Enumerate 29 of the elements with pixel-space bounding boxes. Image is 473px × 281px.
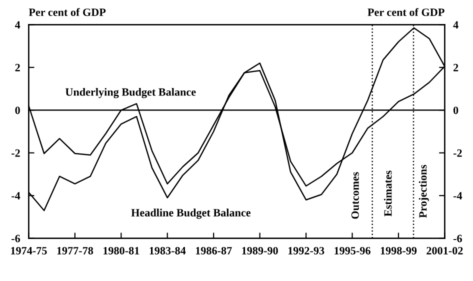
x-tick-label: 1980-81	[104, 246, 140, 254]
series-label: Underlying Budget Balance	[65, 88, 196, 98]
x-tick-label: 1989-90	[242, 246, 278, 254]
annotation: Projections	[418, 164, 429, 218]
x-tick-label: 2001-02	[426, 246, 463, 254]
y2-axis-title: Per cent of GDP	[368, 8, 444, 16]
y-tick-label: 0	[15, 106, 20, 114]
x-tick-label: 1998-99	[380, 246, 417, 254]
y2-tick-label: -4	[453, 192, 462, 200]
y-tick-label: 4	[14, 21, 20, 29]
x-tick-label: 1983-84	[150, 246, 186, 254]
y2-tick-label: 0	[453, 106, 458, 114]
y-tick-label: -6	[12, 234, 20, 242]
annotation: Estimates	[384, 170, 392, 216]
y2-tick-label: -2	[453, 149, 462, 157]
text: Headline Budget Balance	[131, 208, 251, 219]
x-tick-label: 1986-87	[196, 246, 232, 254]
x-tick-label: 1992-93	[288, 246, 324, 254]
annotation: Outcomes	[351, 172, 359, 219]
x-tick-label: 1974-75	[11, 246, 47, 254]
y2-tick-label: -6	[453, 234, 462, 242]
x-tick-label: 1977-78	[57, 246, 94, 254]
y-tick-label: -4	[12, 192, 20, 200]
y2-tick-label: 2	[454, 64, 458, 72]
y-tick-label: -2	[12, 149, 20, 157]
x-tick-label: 1995-96	[334, 246, 370, 254]
y2-tick-label: 4	[453, 21, 458, 29]
y-tick-label: 2	[15, 64, 20, 72]
y-axis-title: Per cent of GDP	[28, 8, 106, 16]
